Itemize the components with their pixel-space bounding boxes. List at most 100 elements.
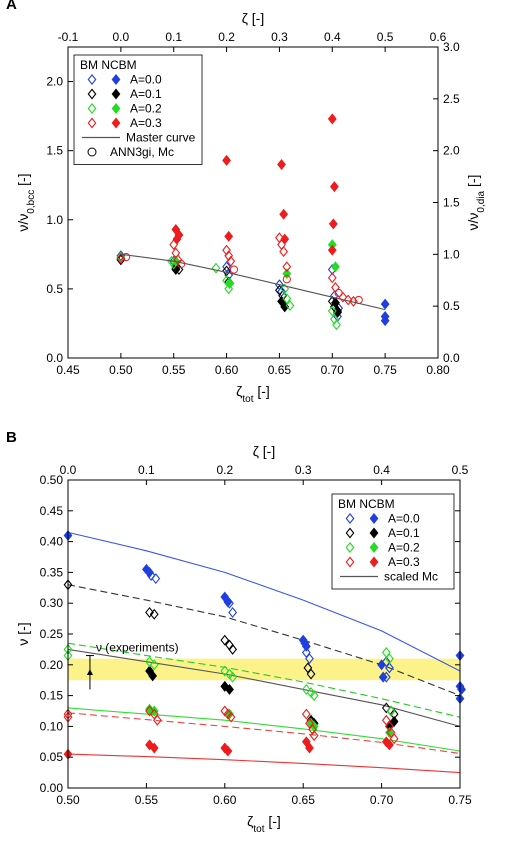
x-tick-label: 0.70 <box>321 363 345 377</box>
data-point <box>385 653 394 665</box>
data-point <box>301 640 311 652</box>
x2-tick-label: 0.4 <box>324 30 341 44</box>
legend-entry: A=0.2 <box>345 541 420 555</box>
data-point <box>381 702 391 714</box>
data-point <box>386 705 396 717</box>
data-point <box>327 272 337 284</box>
x-tick-label: 0.70 <box>370 793 394 807</box>
legend-marker-open <box>345 542 355 553</box>
y2-axis-title-main: ν/ν <box>465 213 481 231</box>
legend-marker-filled <box>111 117 121 129</box>
curve-line-6 <box>67 753 461 774</box>
legend-marker-filled <box>369 556 379 568</box>
data-point <box>149 742 159 754</box>
data-point <box>381 646 391 658</box>
legend-label: A=0.1 <box>130 87 162 101</box>
y-tick-label: 0.25 <box>40 627 64 641</box>
curve-line-3 <box>67 642 461 718</box>
y-axis-title-main: ν/ν <box>15 214 31 232</box>
curve-line-2 <box>67 648 461 727</box>
legend-marker-filled <box>111 88 121 100</box>
data-point <box>380 298 390 310</box>
data-point <box>378 671 388 683</box>
y-tick-label: 1.5 <box>46 144 63 158</box>
y-tick-label: 1.0 <box>46 213 63 227</box>
data-point <box>331 261 340 273</box>
legend-label: scaled Mc <box>384 570 438 584</box>
data-point <box>149 659 159 671</box>
data-point <box>149 608 159 620</box>
y-tick-label: 2.0 <box>46 75 63 89</box>
x-axis-title-unit: [-] <box>253 383 269 399</box>
y2-tick-label: 2.0 <box>443 144 460 158</box>
y-tick-label: 0.15 <box>40 689 64 703</box>
x-tick-label: 0.55 <box>162 363 186 377</box>
data-point <box>385 662 394 674</box>
series-a-0-3-filled <box>171 113 339 256</box>
series-master-curve-open <box>120 253 386 311</box>
data-point <box>389 715 399 727</box>
legend-label: A=0.3 <box>388 555 420 569</box>
y-tick-label: 0.5 <box>46 282 63 296</box>
legend-entry-line: Master curve <box>82 131 196 145</box>
legend-label: Master curve <box>126 131 196 145</box>
y-axis-title-unit: [-] <box>15 622 31 638</box>
data-point <box>224 230 234 242</box>
x-axis-title-sub: tot <box>242 394 253 405</box>
data-point <box>220 665 230 677</box>
panel-label: B <box>6 429 17 446</box>
x-tick-label: 0.65 <box>292 793 316 807</box>
data-point <box>145 705 154 717</box>
data-point <box>152 714 162 726</box>
legend-marker-open <box>87 74 97 85</box>
data-point <box>282 261 292 273</box>
legend-circle-sample <box>87 147 97 157</box>
data-point <box>222 154 231 166</box>
data-point <box>301 683 311 695</box>
y-tick-label: 0.00 <box>40 781 64 795</box>
data-point <box>228 671 238 683</box>
x-tick-label: 0.65 <box>268 363 292 377</box>
data-point <box>229 265 239 274</box>
data-point <box>211 262 221 274</box>
series-ann3gi-mc-open <box>122 252 363 305</box>
legend-marker-open <box>87 88 97 100</box>
legend-entry: A=0.3 <box>87 116 162 130</box>
data-point <box>330 181 339 193</box>
panel-label: A <box>6 0 17 13</box>
x-tick-label: 0.50 <box>109 363 133 377</box>
data-point <box>172 233 182 245</box>
data-point <box>228 643 238 655</box>
data-point <box>330 313 339 325</box>
data-point <box>328 218 338 230</box>
y2-axis-title-unit: [-] <box>465 175 481 191</box>
y-axis-title-main: ν <box>15 639 31 646</box>
data-point <box>279 208 289 220</box>
y2-tick-label: 1.5 <box>443 196 460 210</box>
data-point <box>327 305 337 317</box>
y-tick-label: 0.20 <box>40 658 64 672</box>
legend-label: A=0.0 <box>130 73 162 87</box>
legend-marker-open <box>87 117 97 129</box>
data-point <box>309 730 319 742</box>
legend-marker-filled <box>111 74 121 85</box>
annotation-text: ν (experiments) <box>96 641 179 655</box>
series-a-0-0-filled <box>380 298 390 327</box>
data-point <box>280 283 290 295</box>
data-point <box>331 297 340 309</box>
y2-tick-label: 1.0 <box>443 247 460 261</box>
x2-tick-label: 0.5 <box>452 463 469 477</box>
y-axis-title: ν [-] <box>15 622 31 645</box>
legend-marker-open <box>87 103 97 114</box>
series-a-0-2-filled <box>145 703 394 739</box>
panel-B: B 0.50 0.55 0.60 0.65 0.70 0.75 0.0 0.1 0.2 0.3 0.4… <box>6 429 472 835</box>
data-point <box>116 251 126 263</box>
x-axis-title-main: ζ <box>236 383 242 399</box>
series-a-0-3-filled <box>63 736 394 760</box>
x-axis-title: ζtot [-] <box>236 383 270 405</box>
data-point <box>223 596 233 608</box>
legend-label: A=0.0 <box>388 512 420 526</box>
legend-label: ANN3gi, Mc <box>110 145 174 159</box>
data-point <box>223 745 233 757</box>
